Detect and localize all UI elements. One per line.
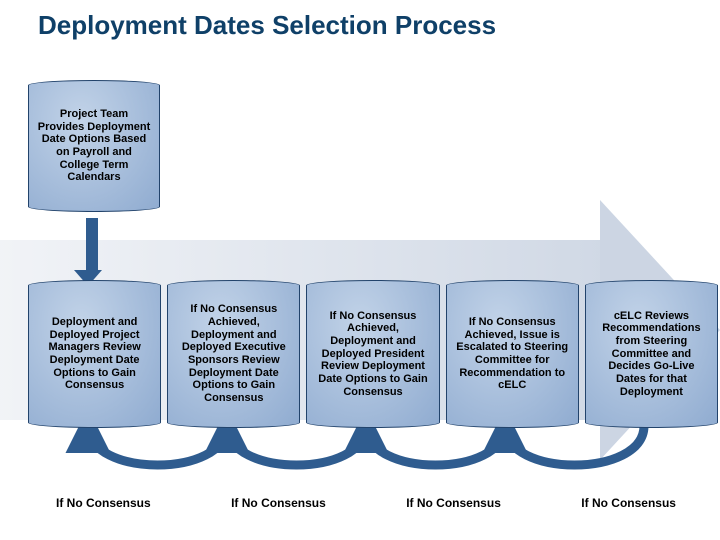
no-consensus-label: If No Consensus (581, 496, 676, 510)
process-row: Deployment and Deployed Project Managers… (28, 280, 718, 428)
node-exec-sponsors-review: If No Consensus Achieved, Deployment and… (167, 280, 300, 428)
node-steering-committee: If No Consensus Achieved, Issue is Escal… (446, 280, 579, 428)
node-celc-decides: cELC Reviews Recommendations from Steeri… (585, 280, 718, 428)
feedback-loop-arrow (88, 426, 227, 465)
feedback-loop-arrow (366, 426, 505, 465)
bottom-labels-row: If No Consensus If No Consensus If No Cons… (56, 496, 676, 510)
feedback-loop-arrow (227, 426, 366, 465)
node-president-review: If No Consensus Achieved, Deployment and… (306, 280, 439, 428)
page: Deployment Dates Selection Process Proje… (0, 0, 720, 540)
no-consensus-label: If No Consensus (406, 496, 501, 510)
node-pm-review: Deployment and Deployed Project Managers… (28, 280, 161, 428)
node-project-team-provides-options: Project Team Provides Deployment Date Op… (28, 80, 160, 212)
no-consensus-label: If No Consensus (231, 496, 326, 510)
no-consensus-label: If No Consensus (56, 496, 151, 510)
feedback-loop-arrow (505, 426, 644, 465)
